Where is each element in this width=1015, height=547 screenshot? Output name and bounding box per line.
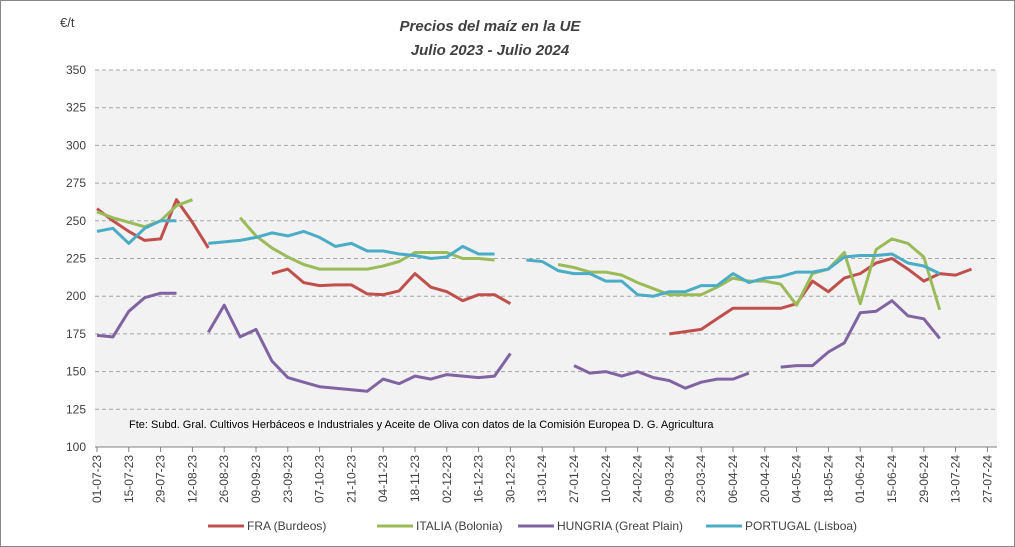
y-tick-label: 225 <box>66 252 86 266</box>
x-tick-label: 01-07-23 <box>90 455 104 503</box>
x-tick-label: 21-10-23 <box>344 455 358 503</box>
y-tick-label: 125 <box>66 402 86 416</box>
x-tick-label: 15-06-24 <box>885 455 899 503</box>
x-tick-label: 29-06-24 <box>917 455 931 503</box>
x-tick-label: 20-04-24 <box>758 455 772 503</box>
series-line <box>96 219 941 298</box>
y-tick-label: 150 <box>66 365 86 379</box>
legend-label: FRA (Burdeos) <box>247 519 326 533</box>
x-tick-label: 30-12-23 <box>503 455 517 503</box>
y-tick-label: 325 <box>66 101 86 115</box>
y-tick-label: 200 <box>66 289 86 303</box>
x-tick-label: 09-03-24 <box>662 455 676 503</box>
x-tick-label: 26-08-23 <box>217 455 231 503</box>
legend-label: HUNGRIA (Great Plain) <box>557 519 683 533</box>
x-tick-label: 27-01-24 <box>567 455 581 503</box>
y-tick-label: 100 <box>66 440 86 454</box>
x-tick-label: 18-11-23 <box>408 455 422 502</box>
x-tick-label: 07-10-23 <box>313 455 327 503</box>
x-tick-label: 04-11-23 <box>376 455 390 502</box>
y-tick-label: 300 <box>66 138 86 152</box>
y-tick-label: 275 <box>66 176 86 190</box>
x-tick-label: 13-07-24 <box>949 455 963 503</box>
x-tick-label: 09-09-23 <box>249 455 263 503</box>
series-line <box>96 198 973 336</box>
x-tick-label: 18-05-24 <box>821 455 835 503</box>
series-line <box>96 291 941 393</box>
x-tick-label: 10-02-24 <box>599 455 613 503</box>
x-tick-label: 04-05-24 <box>790 455 804 503</box>
legend-label: ITALIA (Bolonia) <box>416 519 502 533</box>
x-tick-label: 24-02-24 <box>631 455 645 503</box>
legend-label: PORTUGAL (Lisboa) <box>745 519 857 533</box>
annotation: Fte: Subd. Gral. Cultivos Herbáceos e In… <box>129 419 714 431</box>
x-tick-label: 15-07-23 <box>122 455 136 503</box>
x-tick-label: 29-07-23 <box>154 455 168 503</box>
x-tick-label: 06-04-24 <box>726 455 740 503</box>
x-tick-label: 27-07-24 <box>980 455 994 503</box>
y-tick-label: 175 <box>66 327 86 341</box>
x-tick-label: 12-08-23 <box>185 455 199 503</box>
x-tick-label: 01-06-24 <box>853 455 867 503</box>
y-tick-label: 250 <box>66 214 86 228</box>
x-tick-label: 23-03-24 <box>694 455 708 503</box>
x-tick-label: 23-09-23 <box>281 455 295 503</box>
x-tick-label: 02-12-23 <box>440 455 454 503</box>
y-axis-label: €/t <box>60 15 75 30</box>
x-tick-label: 13-01-24 <box>535 455 549 503</box>
y-tick-label: 350 <box>66 63 86 77</box>
x-tick-label: 16-12-23 <box>472 455 486 503</box>
chart-title: Precios del maíz en la UE <box>400 18 582 35</box>
chart-subtitle: Julio 2023 - Julio 2024 <box>411 42 570 59</box>
